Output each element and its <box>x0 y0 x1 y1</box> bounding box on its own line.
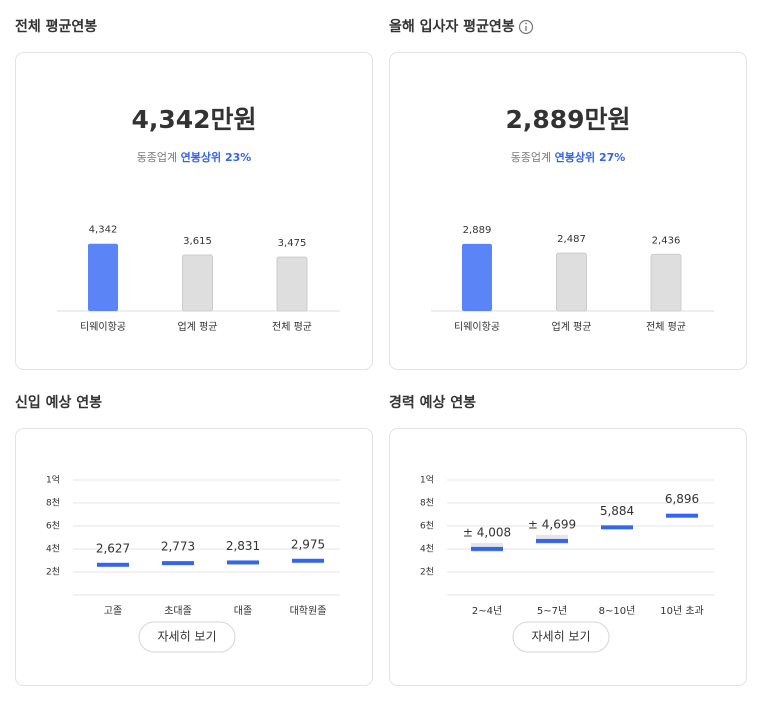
section-title: 경력 예상 연봉 <box>389 394 476 411</box>
marker <box>227 560 259 565</box>
y-tick-label: 6천 <box>420 521 434 532</box>
category-label: 업계 평균 <box>552 320 592 333</box>
value-label: 2,889 <box>463 225 492 236</box>
value-label: 2,975 <box>291 537 325 551</box>
bar <box>650 253 682 312</box>
card <box>389 428 747 686</box>
marker <box>666 513 698 518</box>
value-label: ± 4,008 <box>463 525 511 539</box>
category-label: 티웨이항공 <box>80 321 126 333</box>
value-label: ± 4,699 <box>528 517 576 531</box>
value-label: 2,831 <box>226 539 260 553</box>
y-tick-label: 6천 <box>46 521 60 532</box>
y-tick-label: 4천 <box>420 544 434 555</box>
category-label: 5~7년 <box>537 605 567 617</box>
category-label: 대졸 <box>234 605 252 617</box>
section-title: 올해 입사자 평균연봉 <box>389 18 515 35</box>
value-label: 3,475 <box>278 238 307 249</box>
category-label: 전체 평균 <box>646 321 686 333</box>
info-icon[interactable] <box>518 19 534 35</box>
bar <box>182 254 213 312</box>
value-label: 6,896 <box>665 492 699 506</box>
info-icon-dot <box>525 22 527 25</box>
marker <box>471 546 503 551</box>
category-label: 8~10년 <box>599 605 636 617</box>
marker <box>536 538 568 543</box>
subtitle-text: 동종업계 <box>511 151 555 164</box>
category-label: 업계 평균 <box>178 320 218 333</box>
category-label: 초대졸 <box>164 605 192 617</box>
value-label: 4,342 <box>89 225 118 236</box>
section-title: 전체 평균연봉 <box>15 18 97 35</box>
y-tick-label: 1억 <box>420 474 434 486</box>
subtitle: 동종업계 연봉상위 23% <box>137 150 252 164</box>
headline: 2,889만원 <box>505 105 630 134</box>
y-tick-label: 8천 <box>46 498 60 509</box>
y-tick-label: 2천 <box>420 567 434 578</box>
section-title: 신입 예상 연봉 <box>15 395 102 411</box>
value-label: 2,773 <box>161 540 195 554</box>
bar <box>276 256 308 312</box>
y-tick-label: 8천 <box>420 498 434 509</box>
detail-button-label[interactable]: 자세히 보기 <box>531 630 590 644</box>
subtitle: 동종업계 연봉상위 27% <box>511 150 626 164</box>
subtitle-highlight: 연봉상위 23% <box>181 150 252 164</box>
category-label: 전체 평균 <box>272 321 312 333</box>
marker <box>97 562 129 567</box>
category-label: 10년 초과 <box>660 605 704 617</box>
subtitle-text: 동종업계 <box>137 151 181 164</box>
y-tick-label: 2천 <box>46 567 60 578</box>
bar <box>462 243 492 311</box>
detail-button-label[interactable]: 자세히 보기 <box>157 630 216 644</box>
subtitle-highlight: 연봉상위 27% <box>555 150 626 164</box>
detail-button[interactable] <box>138 621 236 653</box>
value-label: 2,627 <box>96 541 130 555</box>
card <box>15 428 373 686</box>
value-label: 2,487 <box>557 234 586 245</box>
value-label: 3,615 <box>183 236 212 247</box>
marker <box>292 558 324 563</box>
category-label: 2~4년 <box>472 605 502 617</box>
marker <box>601 525 633 530</box>
y-tick-label: 1억 <box>46 474 60 486</box>
category-label: 대학원졸 <box>290 605 327 617</box>
value-label: 5,884 <box>600 504 634 518</box>
category-label: 고졸 <box>104 605 122 617</box>
marker <box>162 561 194 566</box>
headline: 4,342만원 <box>131 105 256 134</box>
detail-button[interactable] <box>512 621 610 653</box>
bar <box>556 252 587 312</box>
category-label: 티웨이항공 <box>454 321 500 333</box>
bar <box>88 243 118 311</box>
y-tick-label: 4천 <box>46 544 60 555</box>
value-label: 2,436 <box>652 235 681 246</box>
